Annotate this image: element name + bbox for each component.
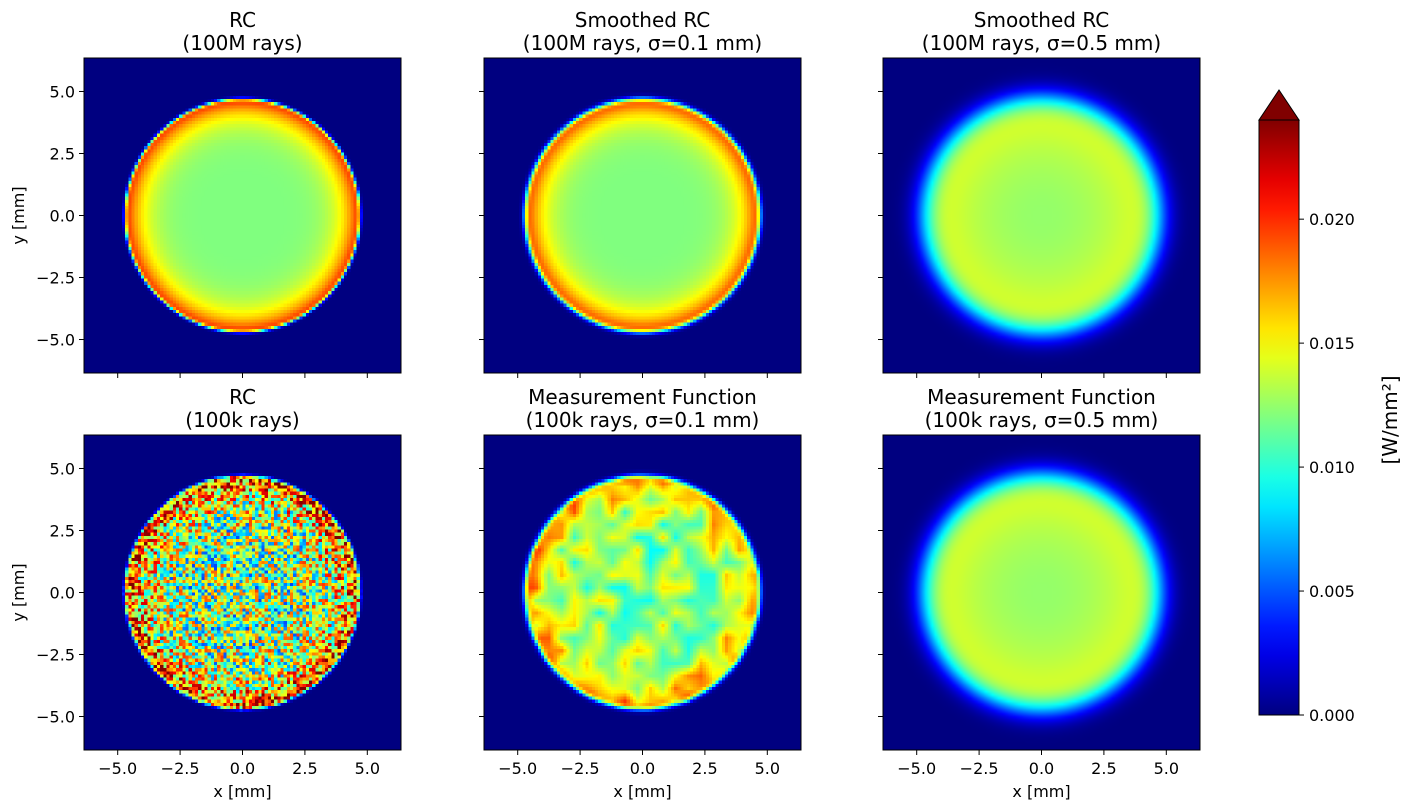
colorbar: 0.000 0.005 0.010 0.015 0.020 [W/mm²] [1258,89,1402,725]
y-tick-label: 0.0 [50,207,75,226]
colorbar-tick-label: 0.010 [1309,458,1355,477]
panel-title-line2: (100M rays) [182,31,302,55]
x-tick-label: −2.5 [561,759,600,778]
x-tick-label: 2.5 [692,759,717,778]
heatmap-image [484,58,801,373]
panel-title-line2: (100M rays, σ=0.5 mm) [922,31,1161,55]
y-axis-label: y [mm] [9,563,28,621]
panel-title-line2: (100M rays, σ=0.1 mm) [523,31,762,55]
panel-title-line1: Smoothed RC [575,8,710,32]
panel-title-line1: Smoothed RC [974,8,1109,32]
x-tick-label: 5.0 [355,759,380,778]
colorbar-tick-label: 0.020 [1309,210,1355,229]
x-axis-label: x [mm] [613,782,671,801]
panel: Measurement Function(100k rays, σ=0.5 mm… [878,385,1201,801]
heatmap-image [84,58,401,373]
x-tick-label: −5.0 [897,759,936,778]
panel-title-line1: RC [229,385,256,409]
y-tick-label: 2.5 [50,144,75,163]
panel-title-line2: (100k rays, σ=0.1 mm) [526,408,760,432]
y-axis-label: y [mm] [9,186,28,244]
heatmap-image [484,435,801,750]
panel-title-line1: Measurement Function [927,385,1156,409]
panel: Smoothed RC(100M rays, σ=0.1 mm) [479,8,802,378]
y-tick-label: 5.0 [50,82,75,101]
colorbar-gradient [1258,119,1300,716]
panel-title-line1: RC [229,8,256,32]
y-tick-label: −2.5 [36,269,75,288]
heatmap-image [883,58,1200,373]
heatmap-image [883,435,1200,750]
x-axis-label: x [mm] [213,782,271,801]
colorbar-extend-max [1258,89,1300,121]
panel: Smoothed RC(100M rays, σ=0.5 mm) [878,8,1201,378]
x-tick-label: −5.0 [98,759,137,778]
x-tick-label: 5.0 [1154,759,1179,778]
panel-title-line2: (100k rays, σ=0.5 mm) [925,408,1159,432]
y-tick-label: −2.5 [36,646,75,665]
x-tick-label: 0.0 [630,759,655,778]
x-tick-label: −2.5 [960,759,999,778]
x-tick-label: 0.0 [230,759,255,778]
colorbar-label: [W/mm²] [1378,375,1402,464]
x-tick-label: 2.5 [1091,759,1116,778]
heatmap-image [84,435,401,750]
x-tick-label: 0.0 [1029,759,1054,778]
colorbar-tick-label: 0.015 [1309,334,1355,353]
y-tick-label: 2.5 [50,521,75,540]
colorbar-tick-label: 0.000 [1309,706,1355,725]
panel-title-line1: Measurement Function [528,385,757,409]
y-tick-label: −5.0 [36,708,75,727]
x-tick-label: −2.5 [161,759,200,778]
x-tick-label: −5.0 [498,759,537,778]
panel: RC(100k rays) −5.0 −2.5 0.0 2.5 5.0 −5.0 −2.5 0.… [9,385,402,801]
x-axis-label: x [mm] [1012,782,1070,801]
y-tick-label: −5.0 [36,331,75,350]
panel: RC(100M rays) −5.0 −2.5 0.0 2.5 5.0 y [mm] [9,8,402,378]
panel: Measurement Function(100k rays, σ=0.1 mm… [479,385,802,801]
panel-title-line2: (100k rays) [185,408,299,432]
x-tick-label: 2.5 [292,759,317,778]
colorbar-tick-label: 0.005 [1309,582,1355,601]
y-tick-label: 5.0 [50,459,75,478]
y-tick-label: 0.0 [50,584,75,603]
x-tick-label: 5.0 [755,759,780,778]
